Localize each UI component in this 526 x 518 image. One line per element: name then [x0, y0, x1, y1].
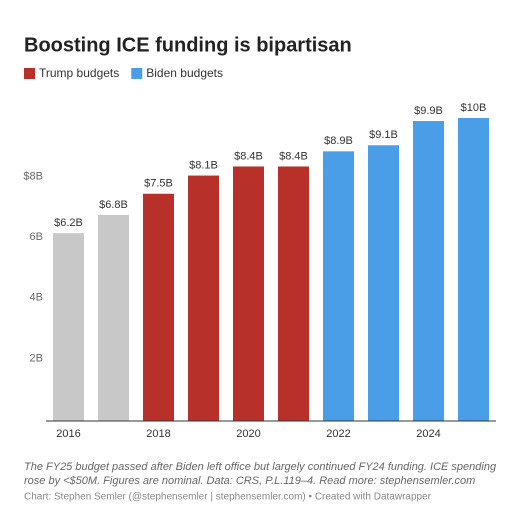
bar — [323, 151, 354, 421]
note: The FY25 budget passed after Biden left … — [24, 461, 497, 473]
x-tick-label: 2024 — [416, 428, 440, 440]
value-label: $9.9B — [414, 105, 443, 117]
value-label: $6.2B — [54, 217, 83, 229]
legend-label: Biden budgets — [146, 66, 223, 80]
x-tick-label: 2020 — [236, 428, 260, 440]
chart-title: Boosting ICE funding is bipartisan — [24, 34, 352, 56]
source: Chart: Stephen Semler (@stephensemler | … — [24, 492, 432, 503]
value-label: $8.4B — [234, 150, 263, 162]
legend-swatch — [24, 68, 35, 79]
value-label: $10B — [461, 102, 487, 114]
bar — [413, 121, 444, 421]
legend-swatch — [131, 68, 143, 79]
value-label: $9.1B — [369, 129, 398, 141]
value-label: $8.4B — [279, 150, 308, 162]
y-tick-label: 6B — [30, 231, 43, 243]
bar — [368, 145, 399, 421]
x-tick-label: 2016 — [56, 428, 80, 440]
y-tick-label: 4B — [30, 292, 43, 304]
bar — [233, 166, 264, 421]
note: rose by <$50M. Figures are nominal. Data… — [24, 475, 475, 487]
bar — [278, 166, 309, 421]
value-label: $6.8B — [99, 199, 128, 211]
bar — [458, 118, 489, 421]
value-label: $8.1B — [189, 159, 218, 171]
x-tick-label: 2022 — [326, 428, 350, 440]
value-label: $7.5B — [144, 178, 173, 190]
bar — [98, 214, 129, 421]
y-tick-label: 2B — [30, 352, 43, 364]
bar — [188, 175, 219, 421]
x-tick-label: 2018 — [146, 428, 170, 440]
bar — [143, 193, 174, 421]
legend-label: Trump budgets — [39, 66, 119, 80]
value-label: $8.9B — [324, 135, 353, 147]
y-tick-label: $8B — [23, 171, 43, 183]
bar — [53, 233, 84, 421]
